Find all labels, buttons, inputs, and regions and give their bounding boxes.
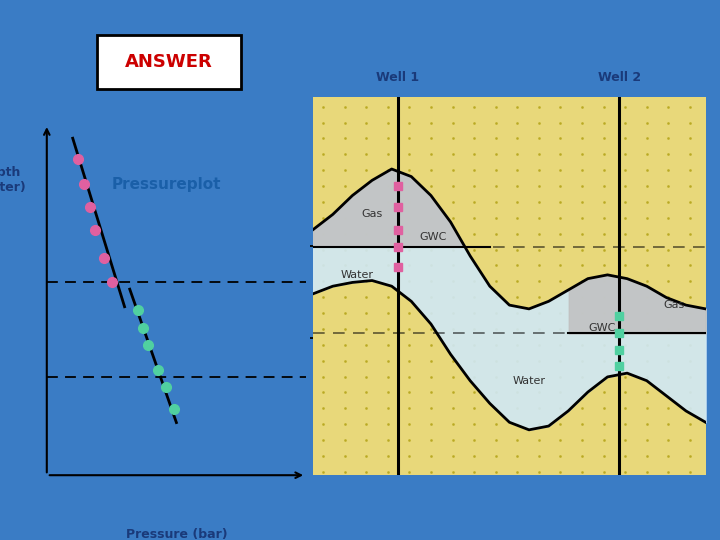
- Text: Well 1: Well 1: [376, 71, 419, 84]
- Text: Water: Water: [341, 270, 374, 280]
- Text: GWC: GWC: [419, 232, 446, 242]
- Text: Water: Water: [513, 376, 546, 386]
- Text: Pressure (bar): Pressure (bar): [125, 528, 228, 540]
- Text: Depth
(meter): Depth (meter): [0, 166, 27, 194]
- Text: Gas: Gas: [664, 300, 685, 310]
- Text: Gas: Gas: [361, 210, 383, 219]
- Text: Well 2: Well 2: [598, 71, 641, 84]
- Text: GWC: GWC: [588, 323, 616, 333]
- Text: Pressureplot: Pressureplot: [112, 177, 221, 192]
- Text: ANSWER: ANSWER: [125, 53, 213, 71]
